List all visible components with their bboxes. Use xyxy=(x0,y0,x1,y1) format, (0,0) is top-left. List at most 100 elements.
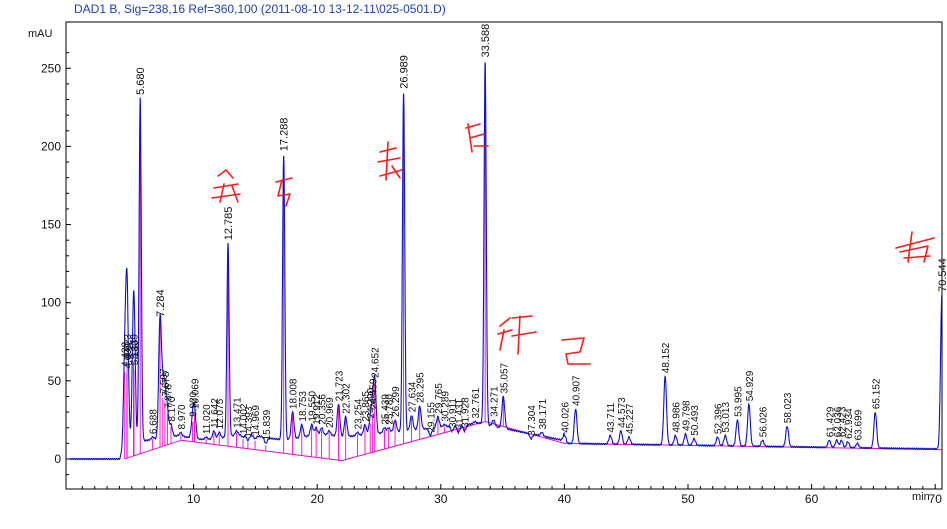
peak-label: 28.295 xyxy=(416,372,427,403)
peak-label: 48.986 xyxy=(671,402,682,433)
peak-label: 29.155 xyxy=(426,402,437,433)
peak-label: 31.431 xyxy=(455,398,466,429)
peak-label: 26.299 xyxy=(391,386,402,417)
peak-label: 30.289 xyxy=(440,391,451,422)
peak-label: 37.304 xyxy=(527,405,538,436)
peak-label: 26.989 xyxy=(399,55,411,89)
x-tick-label: 60 xyxy=(805,492,819,506)
handwritten-mark-1 xyxy=(211,169,241,203)
peak-label: 12.785 xyxy=(223,207,235,241)
peak-label: 29.765 xyxy=(434,383,445,414)
peak-label: 20.969 xyxy=(325,397,336,428)
peak-label: 45.227 xyxy=(625,403,636,434)
peak-label: 10.069 xyxy=(191,378,202,409)
peak-label: 62.423 xyxy=(838,406,849,437)
peak-label: 24.459 xyxy=(368,378,379,409)
plot-frame xyxy=(65,21,943,490)
peak-label: 24.290 xyxy=(366,387,377,418)
peak-label: 19.912 xyxy=(312,394,323,425)
peak-label: 48.152 xyxy=(661,342,672,373)
peak-label: 58.023 xyxy=(783,392,794,423)
peak-label: 27.634 xyxy=(408,381,419,412)
y-tick-label: 100 xyxy=(41,296,61,310)
peak-label: 14.969 xyxy=(251,405,262,436)
peak-label: 70.544 xyxy=(937,258,947,292)
peak-label: 4.600 xyxy=(123,343,134,368)
x-axis-label: min xyxy=(912,491,930,503)
peak-label: 6.688 xyxy=(149,409,160,434)
peak-label: 31.928 xyxy=(461,397,472,428)
peak-label: 33.588 xyxy=(480,24,492,58)
peak-label: 65.152 xyxy=(871,378,882,409)
y-axis-label: mAU xyxy=(28,28,53,40)
x-tick-label: 20 xyxy=(311,492,325,506)
peak-label: 5.139 xyxy=(129,334,140,359)
integration-baselines xyxy=(124,420,942,462)
peak-label: 7.678 xyxy=(161,371,172,396)
y-tick-label: 150 xyxy=(41,218,61,232)
handwritten-mark-6 xyxy=(561,337,591,365)
peak-label: 22.302 xyxy=(342,383,353,414)
peak-label: 53.013 xyxy=(721,402,732,433)
peak-label: 23.254 xyxy=(353,398,364,429)
peak-label: 4.428 xyxy=(121,341,132,366)
peak-label: 5.180 xyxy=(130,340,141,365)
integration-baseline xyxy=(124,420,942,462)
peak-label: 18.753 xyxy=(298,391,309,422)
peak-label: 50.493 xyxy=(690,405,701,436)
peak-label: 7.284 xyxy=(155,289,167,317)
peak-label: 61.429 xyxy=(825,406,836,437)
y-axis: 0 50 100 150 200 250 xyxy=(41,52,71,476)
peak-label: 12.075 xyxy=(215,398,226,429)
x-tick-label: 40 xyxy=(558,492,572,506)
peak-label: 32.761 xyxy=(471,387,482,418)
peak-label: 25.439 xyxy=(380,394,391,425)
handwritten-mark-4 xyxy=(465,123,489,153)
peak-label: 18.008 xyxy=(289,378,300,409)
x-axis: 10 20 30 40 50 60 70 xyxy=(81,484,943,506)
peak-label: 13.471 xyxy=(232,397,243,428)
peak-label: 11.020 xyxy=(202,404,213,434)
peak-label: 8.170 xyxy=(167,396,178,421)
peak-label: 63.699 xyxy=(853,409,864,440)
peak-label: 54.929 xyxy=(745,370,756,401)
x-tick-label: 30 xyxy=(434,492,448,506)
peak-label: 19.550 xyxy=(308,391,319,422)
peak-label: 5.680 xyxy=(135,67,147,95)
peak-label: 30.911 xyxy=(448,398,459,428)
peak-label: 11.642 xyxy=(210,398,221,428)
peak-label: 14.393 xyxy=(244,406,255,437)
peak-label: 49.798 xyxy=(681,400,692,431)
peak-label: 20.356 xyxy=(318,394,329,425)
peak-label: 40.907 xyxy=(572,375,583,406)
handwritten-mark-7 xyxy=(895,231,935,263)
x-tick-label: 10 xyxy=(187,492,201,506)
x-tick-label: 50 xyxy=(681,492,695,506)
handwritten-mark-3 xyxy=(377,141,403,181)
peak-label: 62.934 xyxy=(844,408,855,439)
chart-title: DAD1 B, Sig=238,16 Ref=360,100 (2011-08-… xyxy=(74,2,446,16)
peak-label: 56.026 xyxy=(759,406,770,437)
signal-trace xyxy=(69,62,943,461)
y-tick-label: 0 xyxy=(54,452,61,466)
peak-label: 43.711 xyxy=(606,402,617,432)
peak-label: 53.995 xyxy=(733,386,744,417)
peak-label: 35.057 xyxy=(499,362,510,393)
peak-label: 15.839 xyxy=(262,409,273,440)
y-tick-label: 50 xyxy=(48,374,62,388)
handwritten-mark-2 xyxy=(275,177,293,207)
peak-label: 62.036 xyxy=(833,406,844,437)
peak-label: 34.271 xyxy=(490,386,501,417)
peak-label: 8.970 xyxy=(177,404,188,429)
peak-label: 9.920 xyxy=(189,391,200,416)
peak-label: 7.876 xyxy=(163,384,174,409)
peak-label: 14.002 xyxy=(239,403,250,434)
x-tick-label: 70 xyxy=(929,492,943,506)
peak-label: 23.865 xyxy=(361,391,372,422)
peak-label: 24.652 xyxy=(371,347,382,378)
handwritten-annotations xyxy=(211,123,935,365)
peak-label: 4.623 xyxy=(123,334,134,359)
peak-drop-lines xyxy=(124,62,504,461)
